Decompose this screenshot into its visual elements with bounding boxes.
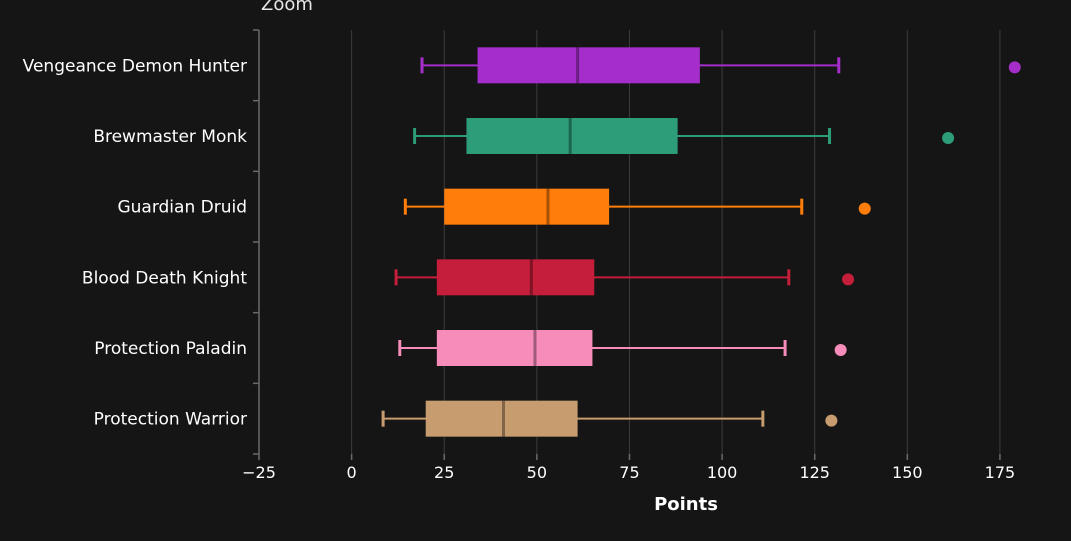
x-tick-label: 100 (707, 463, 738, 482)
x-tick-label: 0 (347, 463, 357, 482)
x-tick-label: 175 (985, 463, 1016, 482)
box-iqr[interactable] (436, 259, 595, 296)
x-tick-label: 150 (892, 463, 923, 482)
outlier-point[interactable] (858, 202, 871, 215)
category-label: Vengeance Demon Hunter (23, 56, 247, 76)
box-iqr[interactable] (444, 188, 610, 225)
category-label: Protection Warrior (94, 410, 247, 430)
x-tick-label: 75 (619, 463, 639, 482)
box-iqr[interactable] (466, 118, 678, 154)
x-tick-label: 25 (434, 463, 454, 482)
category-label: Protection Paladin (94, 339, 247, 359)
outlier-point[interactable] (834, 344, 847, 356)
outlier-point[interactable] (1008, 61, 1021, 74)
category-label: Blood Death Knight (82, 268, 247, 288)
outlier-point[interactable] (942, 132, 955, 144)
x-tick-label: 50 (527, 463, 547, 482)
x-axis-title: Points (654, 494, 718, 515)
box-iqr[interactable] (425, 400, 578, 437)
category-label: Brewmaster Monk (93, 127, 247, 147)
outlier-point[interactable] (842, 273, 855, 286)
x-tick-label: −25 (242, 463, 276, 482)
box-iqr[interactable] (436, 330, 593, 366)
box-iqr[interactable] (477, 47, 700, 84)
x-tick-label: 125 (799, 463, 830, 482)
category-label: Guardian Druid (117, 198, 247, 218)
outlier-point[interactable] (825, 414, 838, 427)
zoom-label[interactable]: Zoom (261, 0, 313, 15)
